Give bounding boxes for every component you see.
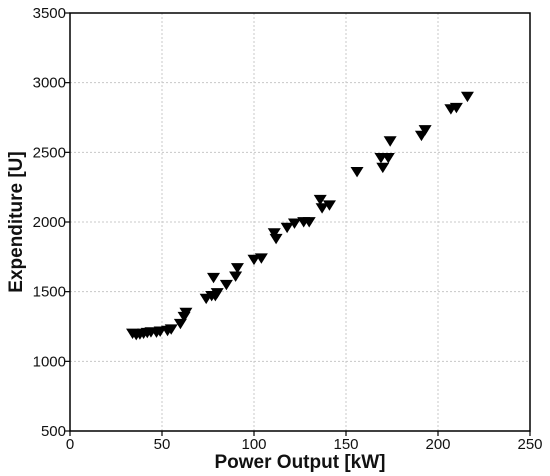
x-tick-label: 0 — [66, 436, 74, 453]
data-point — [418, 125, 432, 136]
data-point — [269, 233, 283, 245]
y-tick-labels: 500 1000 1500 2000 2500 3000 3500 — [33, 5, 66, 440]
data-point — [179, 307, 193, 319]
data-point — [350, 166, 364, 178]
data-point — [280, 222, 294, 234]
x-tick-label: 150 — [333, 436, 358, 453]
x-tick-labels: 0 50 100 150 200 250 — [66, 436, 543, 453]
data-point — [313, 194, 327, 206]
x-tick-label: 200 — [425, 436, 450, 453]
data-point — [210, 288, 224, 299]
x-tick-label: 50 — [154, 436, 171, 453]
y-tick-label: 2000 — [33, 214, 66, 231]
data-point — [376, 162, 390, 174]
data-point — [267, 228, 281, 239]
data-point — [322, 200, 336, 211]
data-point — [247, 254, 261, 266]
data-point — [229, 271, 243, 282]
data-point — [254, 253, 268, 264]
y-tick-label: 3000 — [33, 75, 66, 92]
data-point — [315, 203, 329, 214]
x-axis-title: Power Output [kW] — [215, 452, 386, 473]
y-tick-label: 3500 — [33, 5, 66, 22]
data-point — [287, 218, 301, 229]
axis-ticks — [65, 12, 531, 436]
data-point — [460, 91, 474, 103]
data-point — [383, 136, 397, 147]
y-axis-title: Expenditure [U] — [6, 151, 27, 292]
x-tick-label: 250 — [517, 436, 542, 453]
data-point — [164, 324, 178, 335]
data-point — [230, 263, 244, 274]
y-tick-label: 500 — [41, 423, 66, 440]
y-tick-label: 1000 — [33, 353, 66, 370]
data-point — [219, 279, 233, 291]
x-tick-label: 100 — [241, 436, 266, 453]
data-points — [126, 91, 474, 341]
data-point — [381, 153, 395, 164]
y-tick-label: 2500 — [33, 144, 66, 161]
data-point — [302, 217, 316, 228]
data-point — [449, 102, 463, 114]
grid-lines — [70, 13, 530, 431]
data-point — [207, 272, 221, 284]
y-tick-label: 1500 — [33, 284, 66, 301]
